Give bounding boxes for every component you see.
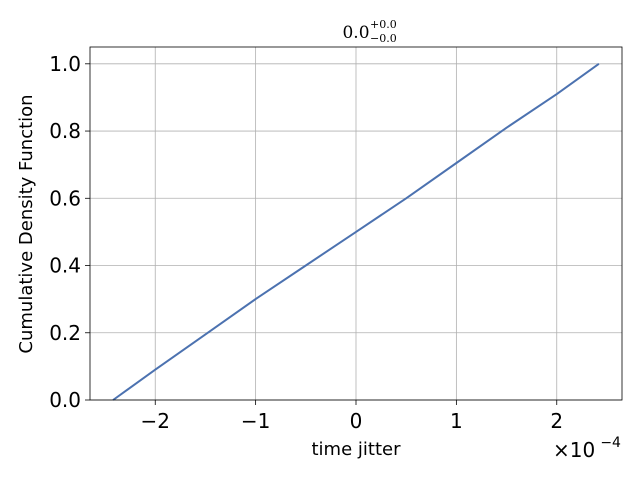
y-tick-label: 0.6: [49, 186, 81, 210]
x-offset-exponent: −4: [600, 435, 621, 451]
y-tick-label: 0.4: [49, 254, 81, 278]
x-offset-base: ×10: [553, 438, 595, 462]
x-tick-label: −1: [241, 409, 270, 433]
x-axis-label: time jitter: [312, 439, 402, 460]
x-tick-label: 0: [350, 409, 363, 433]
chart-title: 0.0: [342, 23, 369, 43]
plot-area: −2 −1 0 1 2 0.0 0.2 0.4 0.6 0.8 1.0: [49, 46, 623, 433]
cdf-line: [112, 62, 600, 401]
ticks: −2 −1 0 1 2 0.0 0.2 0.4 0.6 0.8 1.0: [49, 52, 563, 433]
y-tick-label: 0.2: [49, 321, 81, 345]
x-offset-label: ×10 −4: [553, 435, 621, 462]
y-axis-label: Cumulative Density Function: [16, 94, 37, 353]
x-tick-label: 2: [550, 409, 563, 433]
y-tick-label: 1.0: [49, 52, 81, 76]
title-subscript: −0.0: [370, 32, 397, 45]
y-tick-label: 0.0: [49, 388, 81, 412]
x-tick-label: 1: [450, 409, 463, 433]
y-tick-label: 0.8: [49, 119, 81, 143]
title-superscript: +0.0: [370, 18, 397, 31]
title-base: 0.0: [342, 23, 369, 43]
x-tick-label: −2: [141, 409, 170, 433]
